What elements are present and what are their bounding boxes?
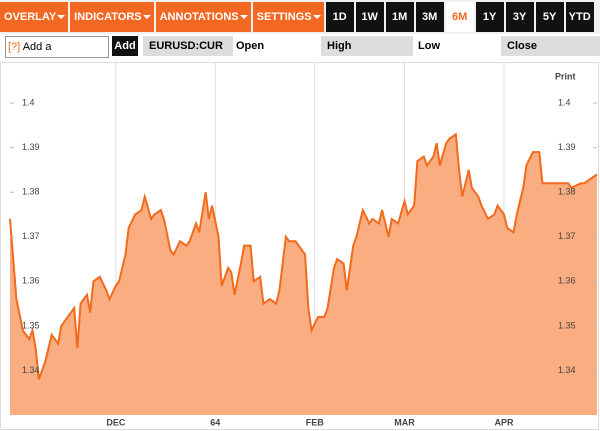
menu-button[interactable]: SETTINGS [252, 2, 324, 32]
period-button[interactable]: 1D [325, 2, 354, 32]
y-tick-label: 1.4 [558, 97, 571, 107]
x-tick-label: 64 [210, 417, 220, 427]
period-button[interactable]: 3Y [505, 2, 534, 32]
period-button[interactable]: YTD [565, 2, 594, 32]
toolbar: OVERLAY INDICATORS ANNOTATIONS SETTINGS 1D 1W… [0, 0, 600, 34]
period-button[interactable]: 3M [415, 2, 444, 32]
ticker: EURUSD:CUR [143, 36, 233, 56]
area [10, 134, 597, 415]
period-button[interactable]: 1W [355, 2, 384, 32]
menu-button[interactable]: ANNOTATIONS [155, 2, 251, 32]
comparison-input[interactable]: [?] Add a Comparison [5, 36, 109, 73]
y-tick-label: 1.36 [22, 276, 40, 286]
chart: Print DEC 64 FEB MAR APR 1.34 1.34 1.35 1.35 1.36… [0, 62, 599, 430]
y-tick-label: 1.4 [22, 97, 35, 107]
menu-button[interactable]: INDICATORS [70, 2, 154, 32]
period-button[interactable]: 6M [445, 2, 474, 32]
y-tick-label: 1.36 [558, 276, 576, 286]
x-tick-label: APR [494, 417, 514, 427]
line [9, 132, 598, 380]
comparison-bar: [?] Add a Comparison Add EURUSD:CUR Open… [0, 36, 600, 73]
period-button[interactable]: 1Y [475, 2, 504, 32]
y-tick-label: 1.37 [22, 231, 40, 241]
x-tick-label: DEC [106, 417, 126, 427]
field: Open [236, 40, 265, 52]
help[interactable]: [?] [8, 41, 21, 53]
period-button[interactable]: 5Y [535, 2, 564, 32]
y-tick-label: 1.34 [22, 365, 40, 375]
field: Close [501, 36, 600, 56]
y-tick-label: 1.35 [558, 320, 576, 330]
print-link[interactable]: Print [555, 71, 576, 81]
field: High [321, 36, 413, 56]
menu-button[interactable]: OVERLAY [0, 2, 69, 32]
x-tick-label: MAR [394, 417, 415, 427]
y-tick-label: 1.35 [22, 320, 40, 330]
field: Low [418, 40, 440, 52]
y-tick-label: 1.38 [22, 187, 40, 197]
y-tick-label: 1.34 [558, 365, 576, 375]
y-tick-label: 1.39 [558, 142, 576, 152]
y-tick-label: 1.38 [558, 187, 576, 197]
y-tick-label: 1.37 [558, 231, 576, 241]
add-button[interactable]: Add [112, 36, 138, 56]
period-button[interactable]: 1M [385, 2, 414, 32]
x-tick-label: FEB [306, 417, 325, 427]
y-tick-label: 1.39 [22, 142, 40, 152]
